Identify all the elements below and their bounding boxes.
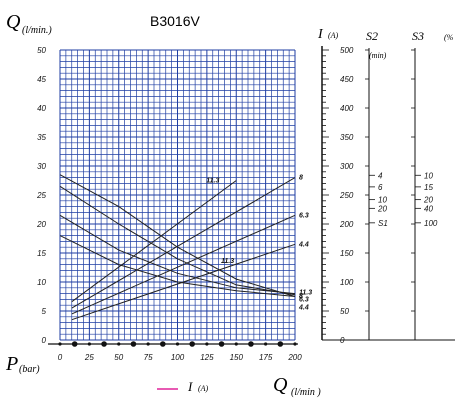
s2-axis-label: S2 — [366, 29, 378, 43]
current-series-label: 11.3 — [206, 178, 219, 185]
x-tick-label: 200 — [287, 353, 302, 362]
flow-series-label: 4.4 — [298, 305, 309, 312]
x-tick-label: 100 — [171, 353, 185, 362]
s3-tick-label: 100 — [424, 219, 438, 228]
x-axis-marker — [218, 341, 225, 347]
legend-current-symbol: I — [187, 379, 193, 394]
x-axis-marker — [146, 342, 150, 346]
x-tick-label: 25 — [84, 353, 94, 362]
current-tick-label: 100 — [340, 278, 354, 287]
y-tick-label: 20 — [36, 220, 46, 229]
current-tick-label: 0 — [340, 336, 345, 345]
current-tick-label: 300 — [340, 162, 354, 171]
current-series-label: 6.3 — [299, 212, 309, 219]
y-tick-label: 25 — [36, 191, 46, 200]
x-axis-marker — [189, 341, 195, 347]
flow-series-label: 6.3 — [299, 297, 309, 304]
x-axis-marker — [71, 341, 78, 347]
x-axis-marker — [293, 342, 297, 346]
current-series-label: 8 — [299, 175, 303, 182]
s3-tick-label: 15 — [424, 183, 433, 192]
flow-series-line — [59, 174, 296, 297]
s3-axis-label: S3 — [412, 29, 424, 43]
s3-axis-unit: (% — [444, 33, 454, 42]
s2-tick-label: 10 — [378, 196, 387, 205]
legend-flow-symbol: Q — [273, 374, 288, 396]
current-tick-label: 50 — [340, 307, 349, 316]
x-axis-marker — [205, 342, 209, 346]
x-tick-label: 0 — [58, 353, 63, 362]
y-tick-label: 10 — [37, 278, 46, 287]
s2-axis-unit: (min) — [369, 51, 387, 60]
flow-series-line — [59, 185, 296, 296]
x-axis-marker — [175, 342, 180, 346]
x-axis-marker — [160, 341, 166, 347]
current-tick-label: 200 — [339, 220, 354, 229]
y-axis-symbol: Q — [6, 11, 21, 33]
s2-tick-label: S1 — [378, 219, 388, 228]
x-axis-marker — [248, 341, 254, 347]
x-axis-marker — [130, 341, 137, 347]
x-axis-unit: (bar) — [19, 364, 40, 375]
x-tick-label: 175 — [259, 353, 273, 362]
x-axis-marker — [87, 342, 91, 346]
current-tick-label: 450 — [340, 75, 354, 84]
axes — [48, 46, 455, 347]
s3-tick-label: 20 — [423, 196, 433, 205]
y-tick-label: 45 — [37, 75, 46, 84]
legend-flow-unit: (l/min ) — [291, 387, 321, 398]
mid-curve-label: 11.3 — [221, 258, 234, 265]
flow-series-line — [59, 214, 296, 295]
grid — [59, 49, 296, 341]
current-series-line — [71, 177, 296, 309]
x-tick-label: 150 — [230, 353, 244, 362]
y-tick-label: 40 — [37, 104, 46, 113]
current-series-line — [71, 180, 237, 303]
x-axis-symbol: P — [5, 353, 18, 375]
s3-tick-label: 40 — [424, 204, 433, 213]
y-tick-label: 0 — [42, 336, 47, 345]
y-tick-label: 15 — [37, 249, 46, 258]
x-axis-marker — [58, 342, 62, 346]
current-series-label: 4.4 — [298, 241, 309, 248]
x-tick-label: 75 — [144, 353, 153, 362]
y-tick-label: 35 — [37, 133, 46, 142]
current-tick-label: 250 — [339, 191, 354, 200]
current-series-line — [71, 214, 296, 315]
x-tick-label: 50 — [114, 353, 123, 362]
chart-title: B3016V — [150, 13, 200, 29]
s2-tick-label: 6 — [378, 183, 383, 192]
y-tick-label: 5 — [42, 307, 47, 316]
curves — [59, 174, 296, 321]
current-axis-symbol: I — [317, 27, 324, 42]
flow-series-label: 11.3 — [299, 290, 312, 297]
x-tick-label: 125 — [200, 353, 214, 362]
flow-series-label: 8 — [299, 293, 303, 300]
current-tick-label: 400 — [340, 104, 354, 113]
y-axis-unit: (l/min.) — [22, 25, 52, 36]
s2-tick-label: 20 — [377, 204, 387, 213]
current-tick-label: 500 — [340, 46, 354, 55]
x-axis-marker — [264, 342, 268, 346]
x-axis-marker — [101, 341, 107, 347]
current-axis-unit: (A) — [328, 31, 339, 40]
s3-tick-label: 10 — [424, 171, 433, 180]
current-tick-label: 150 — [340, 249, 354, 258]
y-tick-label: 30 — [37, 162, 46, 171]
y-tick-label: 50 — [37, 46, 46, 55]
current-series-line — [71, 243, 296, 321]
x-axis-marker — [234, 342, 238, 346]
current-tick-label: 350 — [340, 133, 354, 142]
x-axis-marker — [277, 341, 284, 347]
legend-current-unit: (A) — [198, 384, 209, 393]
flow-series-line — [59, 235, 296, 297]
x-axis-marker — [117, 342, 121, 346]
s2-tick-label: 4 — [378, 171, 383, 180]
